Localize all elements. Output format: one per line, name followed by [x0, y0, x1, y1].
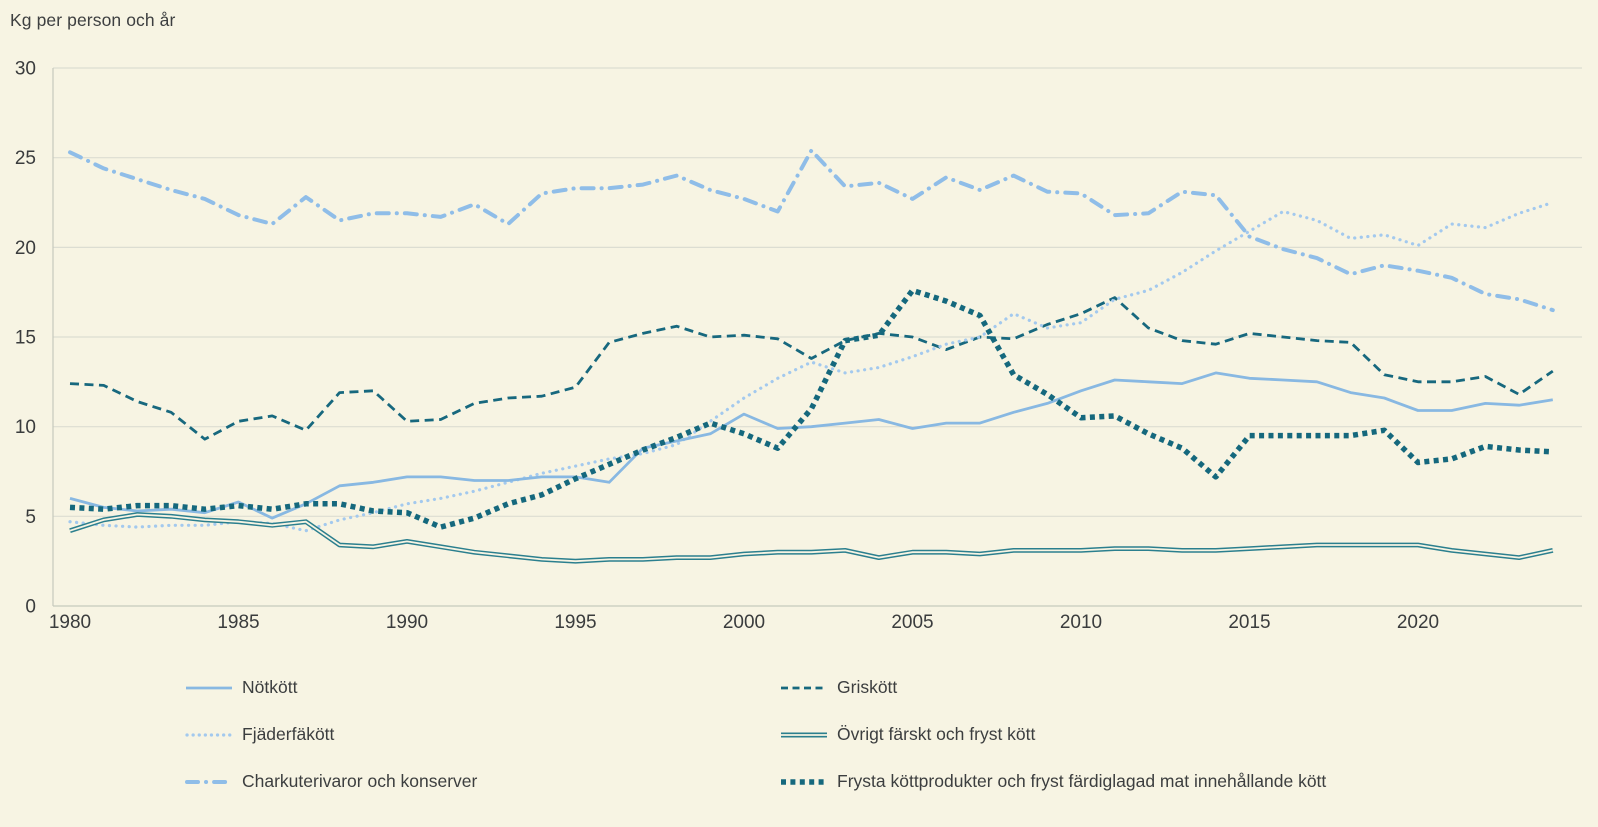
x-tick-label-1980: 1980	[49, 612, 91, 633]
x-tick-label-2000: 2000	[723, 612, 765, 633]
legend-label-griskott: Griskött	[837, 677, 898, 697]
series-line-notkott	[69, 371, 1554, 520]
series-line-ovrigt	[69, 512, 1554, 564]
y-tick-label-10: 10	[15, 417, 36, 438]
legend-item-frysta: Frysta köttprodukter och fryst färdiglag…	[780, 771, 1326, 792]
x-tick-label-2010: 2010	[1060, 612, 1102, 633]
x-tick-label-2005: 2005	[891, 612, 933, 633]
series-line-griskott	[69, 296, 1554, 441]
series-line-frysta	[69, 287, 1553, 530]
legend-label-fjaderfakott: Fjäderfäkött	[242, 724, 335, 744]
y-tick-label-20: 20	[15, 238, 36, 259]
legend-item-fjaderfakott: Fjäderfäkött	[185, 724, 780, 745]
series-line-fjaderfakott	[68, 200, 1555, 533]
x-tick-label-2015: 2015	[1228, 612, 1270, 633]
legend-item-charkuterivaror: Charkuterivaror och konserver	[185, 771, 780, 792]
x-tick-label-2020: 2020	[1397, 612, 1439, 633]
x-tick-label-1990: 1990	[386, 612, 428, 633]
legend-item-griskott: Griskött	[780, 677, 1326, 698]
y-tick-label-5: 5	[25, 507, 36, 528]
legend-label-ovrigt: Övrigt färskt och fryst kött	[837, 724, 1036, 744]
y-tick-label-0: 0	[25, 597, 36, 618]
line-swatch-frysta	[781, 778, 827, 785]
legend: Nötkött Griskött Fjäderfäkött Övrigt fär…	[185, 664, 1326, 805]
legend-item-notkott: Nötkött	[185, 677, 780, 698]
series-line-core-ovrigt	[69, 513, 1553, 563]
y-tick-label-30: 30	[15, 59, 36, 80]
line-swatch-ovrigt	[781, 732, 827, 737]
y-tick-label-25: 25	[15, 148, 36, 169]
y-axis-unit-label: Kg per person och år	[10, 10, 176, 30]
y-tick-label-15: 15	[15, 328, 36, 349]
line-swatch-charkuterivaror	[185, 779, 233, 784]
legend-item-ovrigt: Övrigt färskt och fryst kött	[780, 724, 1326, 745]
series-line-charkuterivaror	[68, 148, 1555, 313]
x-tick-label-1995: 1995	[554, 612, 596, 633]
x-tick-label-1985: 1985	[217, 612, 259, 633]
legend-label-frysta: Frysta köttprodukter och fryst färdiglag…	[837, 771, 1327, 791]
line-swatch-fjaderfakott	[185, 732, 233, 737]
plot-area: 0 5 10 15 20 25 30 1980 1985 1990 1995 2000 2005 2010…	[15, 59, 1582, 633]
line-swatch-griskott	[781, 686, 827, 689]
legend-label-charkuterivaror: Charkuterivaror och konserver	[242, 771, 478, 791]
legend-label-notkott: Nötkött	[242, 677, 298, 697]
line-swatch-notkott	[186, 686, 232, 689]
